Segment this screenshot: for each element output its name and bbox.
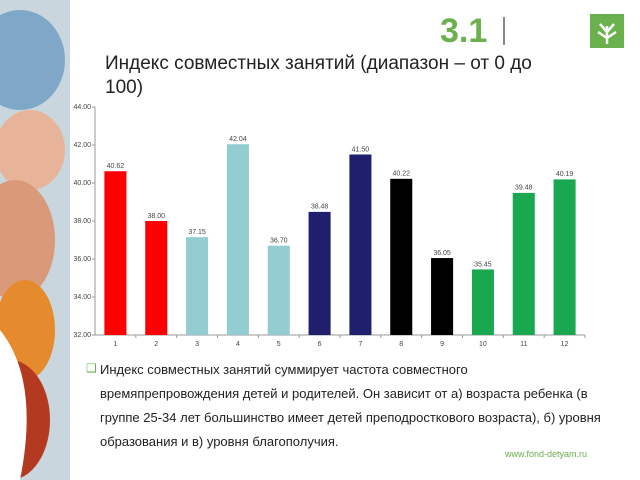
x-tick-label: 12 [561,341,569,348]
x-tick-label: 7 [358,341,362,348]
x-tick-label: 6 [318,341,322,348]
logo [590,14,624,48]
value-label: 38.48 [311,204,329,211]
y-tick-label: 38.00 [73,218,91,225]
bar [471,269,494,335]
value-label: 36.70 [270,238,288,245]
value-label: 37.15 [188,229,206,236]
bar [553,179,576,335]
x-tick-label: 3 [195,341,199,348]
value-label: 42.04 [229,136,247,143]
bullet-marker: ❑ [86,361,97,375]
value-label: 36.05 [433,250,451,257]
bar [431,258,454,335]
x-tick-label: 5 [277,341,281,348]
x-tick-label: 2 [154,341,158,348]
bar [267,245,290,335]
y-tick-label: 44.00 [73,104,91,111]
x-tick-label: 10 [479,341,487,348]
y-tick-label: 36.00 [73,256,91,263]
value-label: 39.48 [515,185,533,192]
bullet-text: Индекс совместных занятий суммирует част… [100,362,601,449]
photo-strip [0,0,70,480]
footer-url: www.fond-detyam.ru [505,449,588,459]
x-tick-label: 9 [440,341,444,348]
value-label: 38.00 [147,213,165,220]
bar [308,211,331,335]
x-tick-label: 4 [236,341,240,348]
y-tick-label: 34.00 [73,294,91,301]
bar [390,178,413,335]
x-tick-label: 8 [399,341,403,348]
value-label: 41.50 [352,146,370,153]
y-tick-label: 42.00 [73,142,91,149]
bar [512,192,535,335]
y-tick-label: 40.00 [73,180,91,187]
bar [104,171,127,335]
title: Индекс совместных занятий (диапазон – от… [105,53,532,98]
value-label: 40.22 [392,171,410,178]
bar [145,221,168,335]
bar [349,154,372,335]
value-label: 40.62 [107,163,125,170]
y-tick-label: 32.00 [73,332,91,339]
bar [226,144,249,335]
value-label: 40.19 [556,171,574,178]
chart: 32.00 34.00 36.00 38.00 40.00 42.00 44.00 1 40.6… [73,104,586,348]
divider [503,17,505,45]
value-label: 35.45 [474,261,492,268]
x-tick-label: 1 [113,341,117,348]
slide-number: 3.1 [440,12,488,50]
x-tick-label: 11 [520,341,527,348]
bar [186,237,209,335]
